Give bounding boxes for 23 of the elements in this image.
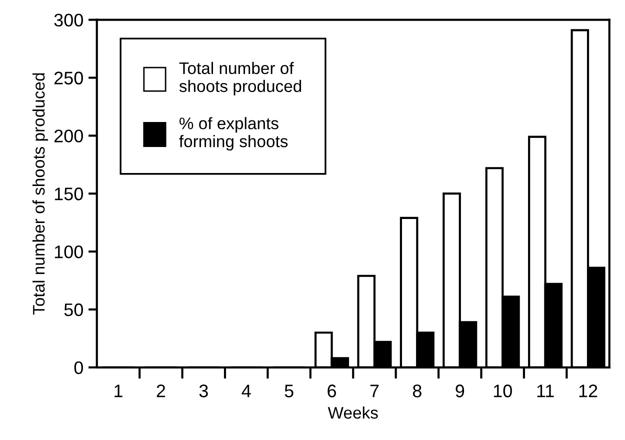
x-tick-label: 6 [328,384,336,398]
y-tick-label: 50 [64,303,83,316]
x-tick-label: 1 [114,384,122,398]
legend-label: Total number of shoots produced [179,62,302,96]
y-tick-label: 250 [54,72,83,84]
x-tick-label: 7 [370,384,379,398]
x-tick-label: 5 [284,384,294,398]
legend-label: % of explants forming shoots [179,117,288,151]
y-tick-label: 150 [54,188,83,200]
x-tick-label: 11 [537,384,554,398]
y-tick-label: 300 [54,14,83,27]
x-tick-label: 10 [494,384,512,398]
x-tick-label: 4 [242,384,251,398]
x-tick-label: 2 [156,384,166,398]
x-tick-label: 9 [456,384,464,398]
x-axis-title: Weeks [328,406,378,419]
x-tick-label: 8 [412,384,422,398]
x-tick-label: 3 [199,384,208,398]
y-tick-label: 200 [54,130,83,142]
y-axis-title: Total number of shoots produced [32,73,48,315]
x-tick-label: 12 [579,384,598,398]
y-tick-label: 0 [74,361,83,374]
y-tick-label: 100 [54,245,83,258]
